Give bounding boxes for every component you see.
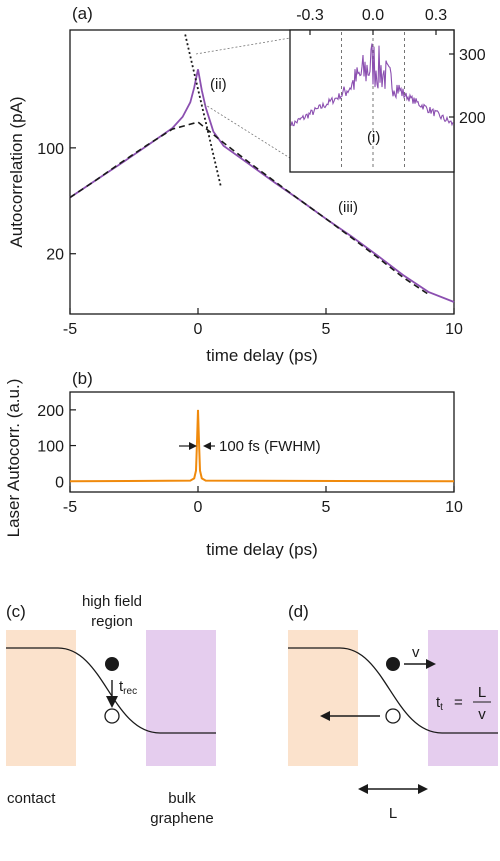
hole-circle	[385, 708, 401, 724]
tt-main: t	[436, 694, 441, 711]
fit-dashed-line	[69, 121, 429, 295]
recombination-arrowhead	[106, 696, 118, 708]
inset-x-tick-label: 0.3	[425, 7, 447, 24]
panel-a-label: (a)	[72, 4, 93, 23]
t-rec-label: trec	[119, 678, 137, 697]
panel-a-y-tick-label: 100	[37, 141, 64, 158]
electron-dot	[386, 657, 400, 671]
panel-a-series	[69, 34, 455, 303]
panel-b-x-tick-label: 0	[194, 499, 203, 516]
panel-a-x-tick-label: 10	[445, 321, 463, 338]
inset-y-tick-label: 300	[459, 47, 486, 64]
contact-region	[6, 630, 76, 766]
panel-b-series	[69, 409, 455, 483]
panel-b-y-tick-label: 0	[55, 474, 64, 491]
frac-numerator: L	[478, 684, 486, 701]
inset-x-tick-label: -0.3	[296, 7, 324, 24]
hole-velocity-arrowhead	[320, 711, 330, 721]
zoom-connector-bottom	[203, 103, 291, 159]
hole-circle	[104, 708, 120, 724]
contact-label: contact	[7, 790, 56, 807]
panel-a-y-tick-label: 20	[46, 247, 64, 264]
panel-a-y-axis-label: Autocorrelation (pA)	[7, 96, 26, 247]
panel-d-label: (d)	[288, 602, 309, 621]
electron-velocity-arrowhead	[426, 659, 436, 669]
inset-dashed-markers	[341, 32, 405, 170]
panel-a: (a) -5 0 5 10 100 20 time delay (ps) Autocor…	[7, 4, 486, 365]
region-label: region	[91, 613, 133, 630]
panel-b-y-ticks: 0 100 200	[37, 403, 76, 491]
tt-sub: t	[440, 702, 443, 713]
autocorrelation-trace	[69, 69, 455, 303]
length-arrowhead-right	[418, 784, 428, 794]
fwhm-annotation: 100 fs (FWHM)	[219, 438, 321, 455]
panel-b-x-tick-label: 10	[445, 499, 463, 516]
panel-b-x-ticks: -5 0 5 10	[63, 486, 463, 516]
panel-a-x-ticks: -5 0 5 10	[63, 308, 463, 338]
panel-b-x-axis-label: time delay (ps)	[206, 540, 317, 559]
length-label: L	[389, 805, 397, 822]
panel-a-x-axis-label: time delay (ps)	[206, 346, 317, 365]
inset-annotation-i: (i)	[367, 129, 380, 146]
inset-trace	[290, 43, 454, 127]
transit-time-label: tt	[436, 694, 443, 713]
panel-b-label: (b)	[72, 369, 93, 388]
high-field-label: high field	[82, 593, 142, 610]
velocity-label: v	[412, 644, 420, 661]
band-profile	[6, 647, 216, 734]
fit-dotted-line	[184, 34, 222, 188]
panel-b-y-tick-label: 100	[37, 439, 64, 456]
electron-dot	[105, 657, 119, 671]
panel-a-x-tick-label: 0	[194, 321, 203, 338]
frac-denominator: v	[478, 706, 486, 723]
inset-plot: -0.3 0.0 0.3 300 200 (i)	[289, 7, 486, 173]
inset-x-tick-label: 0.0	[362, 7, 384, 24]
inset-y-tick-label: 200	[459, 110, 486, 127]
laser-autocorrelation-trace	[69, 409, 455, 483]
panel-a-x-tick-label: -5	[63, 321, 77, 338]
panel-c-label: (c)	[6, 602, 26, 621]
panel-a-x-tick-label: 5	[322, 321, 331, 338]
zoom-connector-top	[195, 37, 291, 55]
contact-region	[288, 630, 358, 766]
panel-c: (c) high field region trec contact bulk …	[6, 593, 216, 827]
panel-b-y-axis-label: Laser Autocorr. (a.u.)	[4, 379, 23, 538]
bulk-graphene-region	[428, 630, 498, 766]
fwhm-arrowhead-right	[203, 442, 211, 450]
panel-b: (b) -5 0 5 10 0 100 200 time delay (ps) Laser…	[4, 369, 463, 559]
length-arrowhead-left	[358, 784, 368, 794]
panel-b-x-tick-label: -5	[63, 499, 77, 516]
panel-b-x-tick-label: 5	[322, 499, 331, 516]
annotation-ii: (ii)	[210, 76, 227, 93]
fwhm-arrowhead-left	[189, 442, 197, 450]
panel-a-y-ticks: 100 20	[37, 141, 76, 264]
panel-b-plot-frame	[69, 391, 455, 493]
t-rec-sub: rec	[123, 686, 137, 697]
band-profile	[288, 647, 498, 734]
tt-equals: =	[454, 694, 463, 711]
panel-d: (d) v tt = L v L	[288, 602, 498, 822]
panel-b-y-tick-label: 200	[37, 403, 64, 420]
annotation-iii: (iii)	[338, 199, 358, 216]
inset-autocorrelation-trace	[290, 43, 454, 127]
graphene-label: graphene	[150, 810, 213, 827]
t-rec-main: t	[119, 678, 124, 695]
bulk-graphene-region	[146, 630, 216, 766]
bulk-label: bulk	[168, 790, 196, 807]
